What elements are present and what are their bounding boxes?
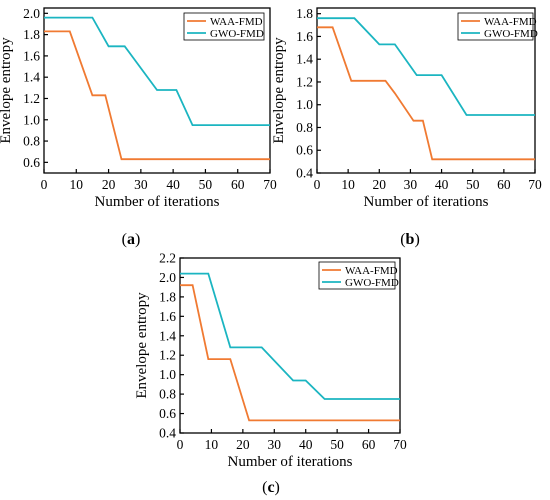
legend-label-gwo-fmd: GWO-FMD [210, 28, 264, 40]
x-tick-label: 60 [497, 177, 511, 192]
y-tick-label: 0.6 [23, 155, 40, 170]
series-line-gwo-fmd [180, 272, 400, 400]
series-line-gwo-fmd [317, 17, 535, 116]
panel-label: (b) [400, 231, 420, 248]
legend-box [318, 261, 396, 290]
x-axis-title: Number of iterations [228, 454, 353, 470]
x-tick-label: 0 [314, 177, 321, 192]
x-tick-label: 50 [330, 437, 344, 452]
x-tick-label: 10 [205, 437, 219, 452]
x-tick-label: 30 [268, 437, 282, 452]
chart-panel-c: 0 10 20 30 40 50 60 70 0.4 0.6 0.8 1.0 1.2 1.4 1.6 1.8 2… [134, 251, 407, 497]
x-tick-label: 70 [528, 177, 542, 192]
legend-label-gwo-fmd: GWO-FMD [345, 277, 399, 289]
legend-box [183, 12, 265, 41]
y-tick-label: 1.4 [296, 52, 313, 67]
y-axis-title: Envelope entropy [271, 37, 287, 144]
y-tick-label: 1.0 [296, 97, 313, 112]
y-tick-label: 0.8 [159, 387, 176, 402]
plot-frame [179, 257, 401, 434]
legend-label-waa-fmd: WAA-FMD [210, 16, 263, 28]
y-tick-label: 0.4 [296, 166, 313, 181]
y-tick-label: 1.6 [23, 48, 40, 63]
chart-panel-a: 0 10 20 30 40 50 60 70 0.6 0.8 1.0 1.2 1.4 1.6 1.8 2.0 N… [0, 6, 277, 248]
legend-label-waa-fmd: WAA-FMD [484, 16, 537, 28]
plot-frame [43, 7, 271, 174]
y-tick-label: 1.2 [23, 91, 40, 106]
y-tick-label: 1.4 [159, 328, 176, 343]
y-tick-label: 0.8 [23, 134, 40, 149]
x-tick-label: 20 [236, 437, 250, 452]
plot-frame [316, 7, 536, 174]
x-tick-label: 60 [231, 177, 245, 192]
chart-panel-b: 0 10 20 30 40 50 60 70 0.4 0.6 0.8 1.0 1.2 1.4 1.6 1.8 N… [271, 6, 542, 248]
y-tick-label: 2.0 [159, 270, 176, 285]
y-tick-label: 0.6 [296, 143, 313, 158]
x-tick-label: 70 [393, 437, 407, 452]
y-tick-label: 1.6 [296, 29, 313, 44]
x-tick-label: 60 [362, 437, 376, 452]
series-line-waa-fmd [44, 30, 270, 161]
y-tick-label: 1.6 [159, 309, 176, 324]
x-tick-label: 20 [102, 177, 116, 192]
y-axis-title: Envelope entropy [134, 292, 150, 399]
series-line-gwo-fmd [44, 16, 270, 126]
y-tick-label: 1.8 [296, 6, 313, 21]
panel-label: (c) [262, 479, 280, 496]
y-tick-label: 1.0 [159, 367, 176, 382]
x-tick-label: 50 [466, 177, 480, 192]
panel-label: (a) [122, 231, 141, 248]
x-tick-label: 30 [404, 177, 418, 192]
y-tick-label: 2.2 [159, 251, 176, 266]
y-tick-label: 0.6 [159, 406, 176, 421]
y-tick-label: 1.4 [23, 70, 40, 85]
x-tick-label: 40 [299, 437, 313, 452]
x-tick-label: 70 [263, 177, 277, 192]
x-axis-title: Number of iterations [95, 194, 220, 210]
legend-label-gwo-fmd: GWO-FMD [484, 28, 538, 40]
y-tick-label: 2.0 [23, 6, 40, 21]
y-tick-label: 1.8 [23, 27, 40, 42]
x-tick-label: 40 [166, 177, 180, 192]
y-tick-label: 1.8 [159, 289, 176, 304]
x-axis-title: Number of iterations [364, 194, 489, 210]
y-tick-label: 1.2 [159, 348, 176, 363]
x-tick-label: 0 [41, 177, 48, 192]
x-tick-label: 50 [199, 177, 213, 192]
y-tick-label: 0.4 [159, 426, 176, 441]
series-line-waa-fmd [317, 26, 535, 161]
x-tick-label: 0 [177, 437, 184, 452]
y-tick-label: 0.8 [296, 120, 313, 135]
x-tick-label: 10 [341, 177, 355, 192]
x-tick-label: 10 [70, 177, 84, 192]
legend-label-waa-fmd: WAA-FMD [345, 265, 398, 277]
legend-box [457, 12, 534, 41]
x-tick-label: 20 [373, 177, 387, 192]
series-line-waa-fmd [180, 284, 400, 422]
y-tick-label: 1.2 [296, 74, 313, 89]
y-tick-label: 1.0 [23, 112, 40, 127]
x-tick-label: 40 [435, 177, 449, 192]
x-tick-label: 30 [134, 177, 148, 192]
y-axis-title: Envelope entropy [0, 37, 14, 144]
